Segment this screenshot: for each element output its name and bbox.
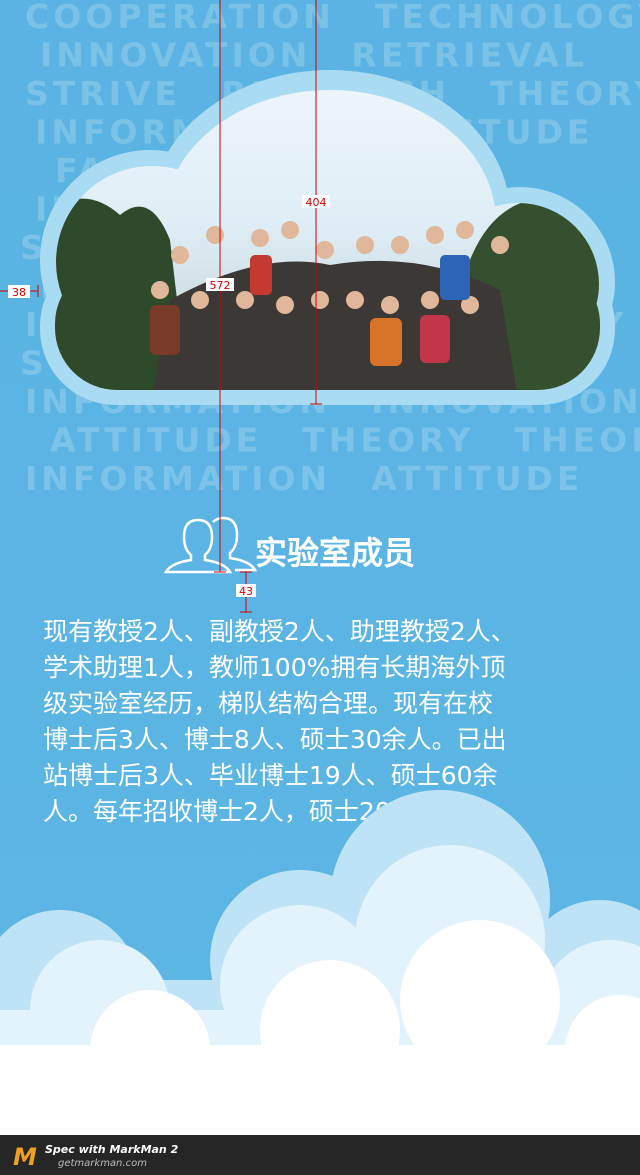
annotation-label: 38 [12,286,26,299]
paragraph-line: 博士后3人、博士8人、硕士30余人。已出 [43,725,507,754]
background-word-row: INFORMATION ATTITUDE [25,459,583,498]
annotation-label: 404 [306,196,327,209]
annotation-bg [302,195,330,208]
background-word-row: INNOVATION RETRIEVAL [40,36,588,75]
background-word: THEORY [515,421,640,460]
background-word: COOPERATION [25,0,335,36]
background-word: INFORMATION [25,459,331,498]
annotation-bg [236,584,256,597]
background-word: THEORY [490,74,640,113]
background-word: THEORY [302,421,474,460]
footer-bar [0,1135,640,1175]
paragraph-line: 学术助理1人，教师100%拥有长期海外顶 [43,653,505,682]
annotation-label: 43 [239,585,253,598]
background-word: STRIVE [25,74,181,113]
team-photo [55,90,600,390]
background-word-row: COOPERATION TECHNOLOGY [25,0,640,36]
footer-brand: Spec with MarkMan 2 [45,1143,179,1156]
background-word: ATTITUDE [50,421,262,460]
paragraph-line: 站博士后3人、毕业博士19人、硕士60余 [43,761,498,790]
background-word-row: STRIVERESEARCHTHEORY [25,74,640,113]
background-word: RETRIEVAL [351,36,588,75]
background-word-row: ATTITUDE THEORY THEORY [50,421,640,460]
annotation-bg [8,285,30,298]
background-word: TECHNOLOGY [375,0,640,36]
annotation-label: 572 [210,279,231,292]
section-paragraph: 现有教授2人、副教授2人、助理教授2人、学术助理1人，教师100%拥有长期海外顶… [43,617,516,826]
section-title: 实验室成员 [255,534,415,572]
footer-logo: M [13,1143,37,1171]
paragraph-line: 现有教授2人、副教授2人、助理教授2人、 [43,617,516,646]
annotation-bg [206,278,234,291]
footer-url: getmarkman.com [58,1158,147,1169]
bottom-clouds [0,790,640,1140]
paragraph-line: 级实验室经历，梯队结构合理。现有在校 [43,689,493,718]
background-word: ATTITUDE [371,459,583,498]
background-word: INNOVATION [40,36,311,75]
